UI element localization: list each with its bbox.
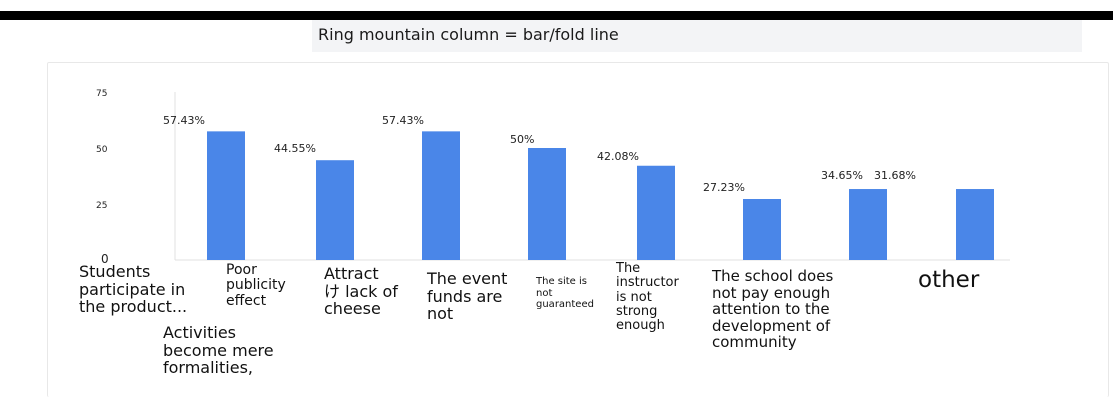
chart-title: Ring mountain column = bar/fold line	[318, 25, 619, 44]
bar	[207, 131, 245, 260]
category-label-1-continued: Activities become mere formalities,	[163, 323, 274, 378]
category-label-5: The site is not guaranteed	[536, 276, 594, 310]
y-tick-label: 50	[96, 145, 108, 155]
data-label: 27.23%	[703, 181, 745, 194]
bar	[316, 160, 354, 260]
data-label: 34.65%	[821, 169, 863, 182]
category-label-2: Poor publicity effect	[226, 262, 286, 309]
data-label: 31.68%	[874, 169, 916, 182]
y-tick-label: 75	[96, 89, 107, 99]
data-label: 57.43%	[163, 114, 205, 127]
category-label-7: The school does not pay enough attention t…	[712, 267, 834, 351]
bar	[956, 189, 994, 260]
data-label: 42.08%	[597, 150, 639, 163]
data-label: 50%	[510, 133, 534, 146]
data-label: 44.55%	[274, 142, 316, 155]
bar	[528, 148, 566, 260]
bar	[637, 165, 675, 260]
bar	[743, 199, 781, 260]
category-label-9: other	[918, 267, 980, 293]
bar	[849, 189, 887, 260]
category-label-1: Students participate in the product...	[79, 262, 188, 317]
data-label: 57.43%	[382, 114, 424, 127]
y-tick-label: 0	[101, 252, 109, 266]
bar	[422, 131, 460, 260]
category-label-4: The event funds are not	[427, 269, 508, 324]
header-strip	[312, 20, 1082, 52]
category-label-6: The instructor is not strong enough	[616, 261, 679, 334]
y-tick-label: 25	[96, 201, 107, 211]
category-label-3: Attract け lack of cheese	[324, 264, 398, 319]
top-black-bar	[0, 11, 1113, 20]
